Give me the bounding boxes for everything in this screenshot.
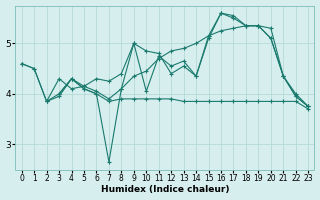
X-axis label: Humidex (Indice chaleur): Humidex (Indice chaleur) [101, 185, 229, 194]
